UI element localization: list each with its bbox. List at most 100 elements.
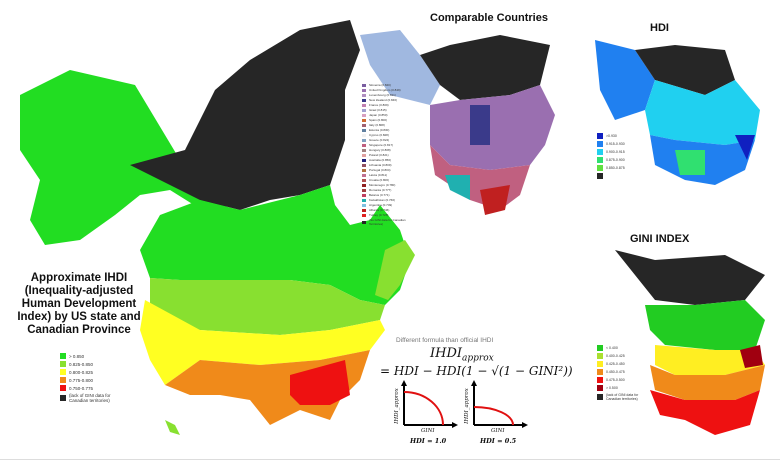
legend-swatch xyxy=(362,158,366,162)
canada-territories xyxy=(130,20,360,210)
hdi-map xyxy=(595,40,760,185)
legend-swatch xyxy=(362,168,366,172)
legend-label: Kazakhstan (0.766) xyxy=(369,198,396,202)
legend-swatch xyxy=(362,118,366,122)
legend-swatch xyxy=(60,385,66,391)
legend-swatch xyxy=(597,385,603,391)
comparable-countries-title: Comparable Countries xyxy=(430,12,548,24)
legend-swatch xyxy=(362,133,366,137)
legend-item: > 0.500 xyxy=(597,385,647,391)
legend-swatch xyxy=(597,361,603,367)
legend-swatch xyxy=(60,377,66,383)
graph-hdi-1 xyxy=(401,380,458,428)
legend-label: 0.450-0.475 xyxy=(606,370,625,374)
legend-swatch xyxy=(597,165,603,171)
gini-map xyxy=(615,250,765,435)
hawaii xyxy=(165,420,180,435)
legend-item: Portugal (0.804) xyxy=(362,168,417,172)
legend-item: 0.825-0.850 xyxy=(60,361,130,367)
legend-swatch xyxy=(362,138,366,142)
legend-item: Australia (0.856) xyxy=(362,158,417,162)
legend-item: New Zealand (0.846) xyxy=(362,98,417,102)
legend-label: 0.900-0.915 xyxy=(606,150,625,154)
legend-label: Israel (0.815) xyxy=(369,108,387,112)
legend-item: Israel (0.815) xyxy=(362,108,417,112)
legend-swatch xyxy=(362,143,366,147)
legend-label: Spain (0.800) xyxy=(369,118,388,122)
legend-swatch xyxy=(362,128,366,132)
legend-swatch xyxy=(597,353,603,359)
legend-label: Luxembourg (0.811) xyxy=(369,93,396,97)
legend-label: 0.800-0.825 xyxy=(69,369,94,375)
legend-label: Portugal (0.804) xyxy=(369,168,391,172)
legend-swatch xyxy=(362,208,366,212)
legend-item: Slovenia (0.840) xyxy=(362,83,417,87)
us-deep-south xyxy=(290,360,350,405)
legend-item: France (0.809) xyxy=(362,103,417,107)
legend-swatch xyxy=(362,163,366,167)
legend-label: 0.425-0.450 xyxy=(606,362,625,366)
divider xyxy=(0,459,780,460)
legend-swatch xyxy=(362,113,366,117)
graph-1-ylabel: IHDI_approx xyxy=(394,388,400,424)
legend-swatch xyxy=(362,148,366,152)
legend-item: Singapore (0.817) xyxy=(362,143,417,147)
legend-item: > 0.850 xyxy=(60,353,130,359)
gini-title: GINI INDEX xyxy=(630,233,690,245)
main-map-title: Approximate IHDI (Inequality-adjusted Hu… xyxy=(17,272,141,336)
legend-item: (lack of GINI data for Canadian territor… xyxy=(60,393,130,403)
legend-label: > 0.850 xyxy=(69,353,85,359)
graph-2-caption: HDI = 0.5 xyxy=(480,437,517,445)
legend-label: 0.915-0.930 xyxy=(606,142,625,146)
legend-item: Poland (0.821) xyxy=(362,153,417,157)
legend-swatch xyxy=(60,369,66,375)
legend-swatch xyxy=(597,377,603,383)
legend-item: Cyprus (0.828) xyxy=(362,133,417,137)
legend-swatch xyxy=(597,369,603,375)
legend-label: Latvia (0.811) xyxy=(369,173,388,177)
legend-item: 0.915-0.930 xyxy=(597,141,642,147)
legend-swatch xyxy=(362,83,366,87)
legend-swatch xyxy=(362,183,366,187)
legend-swatch xyxy=(362,188,366,192)
legend-swatch xyxy=(362,213,366,217)
legend-item: 0.775-0.800 xyxy=(60,377,130,383)
legend-item: Argentina (0.749) xyxy=(362,203,417,207)
legend-item: Romania (0.777) xyxy=(362,188,417,192)
formula-note: Different formula than official IHDI xyxy=(396,337,494,344)
legend-item: Albania (0.746) xyxy=(362,208,417,212)
legend-item: Estonia (0.830) xyxy=(362,128,417,132)
formula-rhs: = HDI − HDI(1 − √(1 − GINI²)) xyxy=(380,364,573,378)
legend-item: < 0.400 xyxy=(597,345,647,351)
legend-label: Hungary (0.808) xyxy=(369,148,391,152)
legend-label: Italy (0.808) xyxy=(369,123,385,127)
legend-item xyxy=(597,173,642,179)
legend-swatch xyxy=(597,173,603,179)
graph-hdi-05 xyxy=(471,380,528,428)
legend-swatch xyxy=(362,98,366,102)
main-map-legend: > 0.850 0.825-0.850 0.800-0.825 0.775-0.800… xyxy=(60,353,130,405)
legend-swatch xyxy=(362,220,366,224)
legend-swatch xyxy=(362,203,366,207)
legend-label: Singapore (0.817) xyxy=(369,143,394,147)
legend-label: Argentina (0.749) xyxy=(369,203,393,207)
legend-item: Montenegro (0.780) xyxy=(362,183,417,187)
legend-item: (lack of GINI data for Canadian territor… xyxy=(597,393,647,401)
legend-label: < 0.400 xyxy=(606,346,618,350)
legend-swatch xyxy=(362,198,366,202)
canada-provinces xyxy=(140,185,410,305)
legend-swatch xyxy=(362,178,366,182)
legend-swatch xyxy=(362,103,366,107)
legend-label: 0.850-0.875 xyxy=(606,166,625,170)
legend-swatch xyxy=(362,108,366,112)
legend-label: Lithuania (0.809) xyxy=(369,163,392,167)
legend-label: Belarus (0.771) xyxy=(369,193,390,197)
legend-item: Belarus (0.771) xyxy=(362,193,417,197)
legend-item: 0.875-0.900 xyxy=(597,157,642,163)
legend-item: Greece (0.824) xyxy=(362,138,417,142)
legend-swatch xyxy=(597,149,603,155)
legend-label: Slovenia (0.840) xyxy=(369,83,391,87)
legend-label: Romania (0.777) xyxy=(369,188,392,192)
legend-swatch xyxy=(362,88,366,92)
legend-item: Japan (0.850) xyxy=(362,113,417,117)
